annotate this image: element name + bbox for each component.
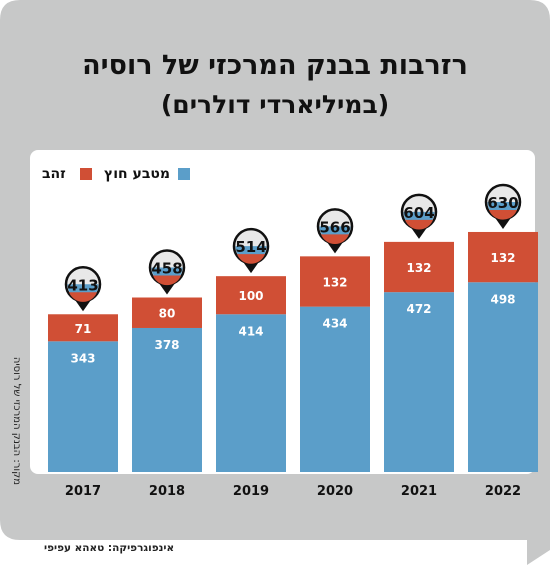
legend-label-foreign-currency: מטבע חוץ [104,166,171,182]
legend-label-gold: זהב [42,166,66,182]
total-pin-bottom-band-2022 [489,209,517,220]
x-tick-label-2018: 2018 [149,484,185,499]
value-label-foreign-currency-2022: 498 [490,292,515,306]
total-pin-bottom-band-2017 [69,292,97,302]
graphic-credit: אינפוגרפיקה: טאהא עפיפי [44,542,175,554]
legend-swatch-foreign-currency [178,168,190,180]
value-label-gold-2018: 80 [159,307,176,321]
value-label-foreign-currency-2019: 414 [238,324,263,338]
total-label-2021: 604 [403,204,434,222]
total-pin-bottom-band-2021 [405,219,433,230]
bar-gold-2022 [468,231,538,283]
chart-title: רזרבות בבנק המרכזי של רוסיה [82,50,468,81]
legend-swatch-gold [80,168,92,180]
bar-foreign-currency-2022 [468,282,538,472]
bar-foreign-currency-2018 [132,327,202,472]
total-pin-bottom-band-2018 [153,275,181,286]
value-label-foreign-currency-2018: 378 [154,338,179,352]
value-label-gold-2019: 100 [238,289,263,303]
value-label-gold-2020: 132 [322,276,347,290]
value-label-gold-2017: 71 [75,322,92,336]
total-label-2019: 514 [235,238,266,256]
bar-foreign-currency-2017 [48,341,118,472]
bar-gold-2020 [300,256,370,307]
chart-subtitle: (במיליארדי דולרים) [160,90,390,119]
x-tick-label-2020: 2020 [317,484,353,499]
x-tick-label-2019: 2019 [233,484,269,499]
total-label-2017: 413 [67,276,98,294]
bar-foreign-currency-2020 [300,306,370,472]
value-label-foreign-currency-2020: 434 [322,317,347,331]
value-label-gold-2022: 132 [490,251,515,265]
total-pin-bottom-band-2019 [237,254,265,264]
value-label-foreign-currency-2017: 343 [70,351,95,365]
value-label-gold-2021: 132 [406,261,431,275]
x-tick-label-2017: 2017 [65,484,101,499]
total-label-2020: 566 [319,218,350,236]
bar-gold-2021 [384,241,454,293]
source-note: מקור: הבנק המרכזי של רוסיה [11,356,22,485]
bar-foreign-currency-2019 [216,314,286,472]
bar-gold-2019 [216,276,286,315]
bar-gold-2018 [132,297,202,328]
value-label-foreign-currency-2021: 472 [406,302,431,316]
total-label-2018: 458 [151,260,182,278]
bar-foreign-currency-2021 [384,292,454,472]
x-tick-label-2021: 2021 [401,484,437,499]
total-label-2022: 630 [487,194,518,212]
x-tick-label-2022: 2022 [485,484,521,499]
bar-gold-2017 [48,314,118,342]
total-pin-bottom-band-2020 [321,234,349,244]
